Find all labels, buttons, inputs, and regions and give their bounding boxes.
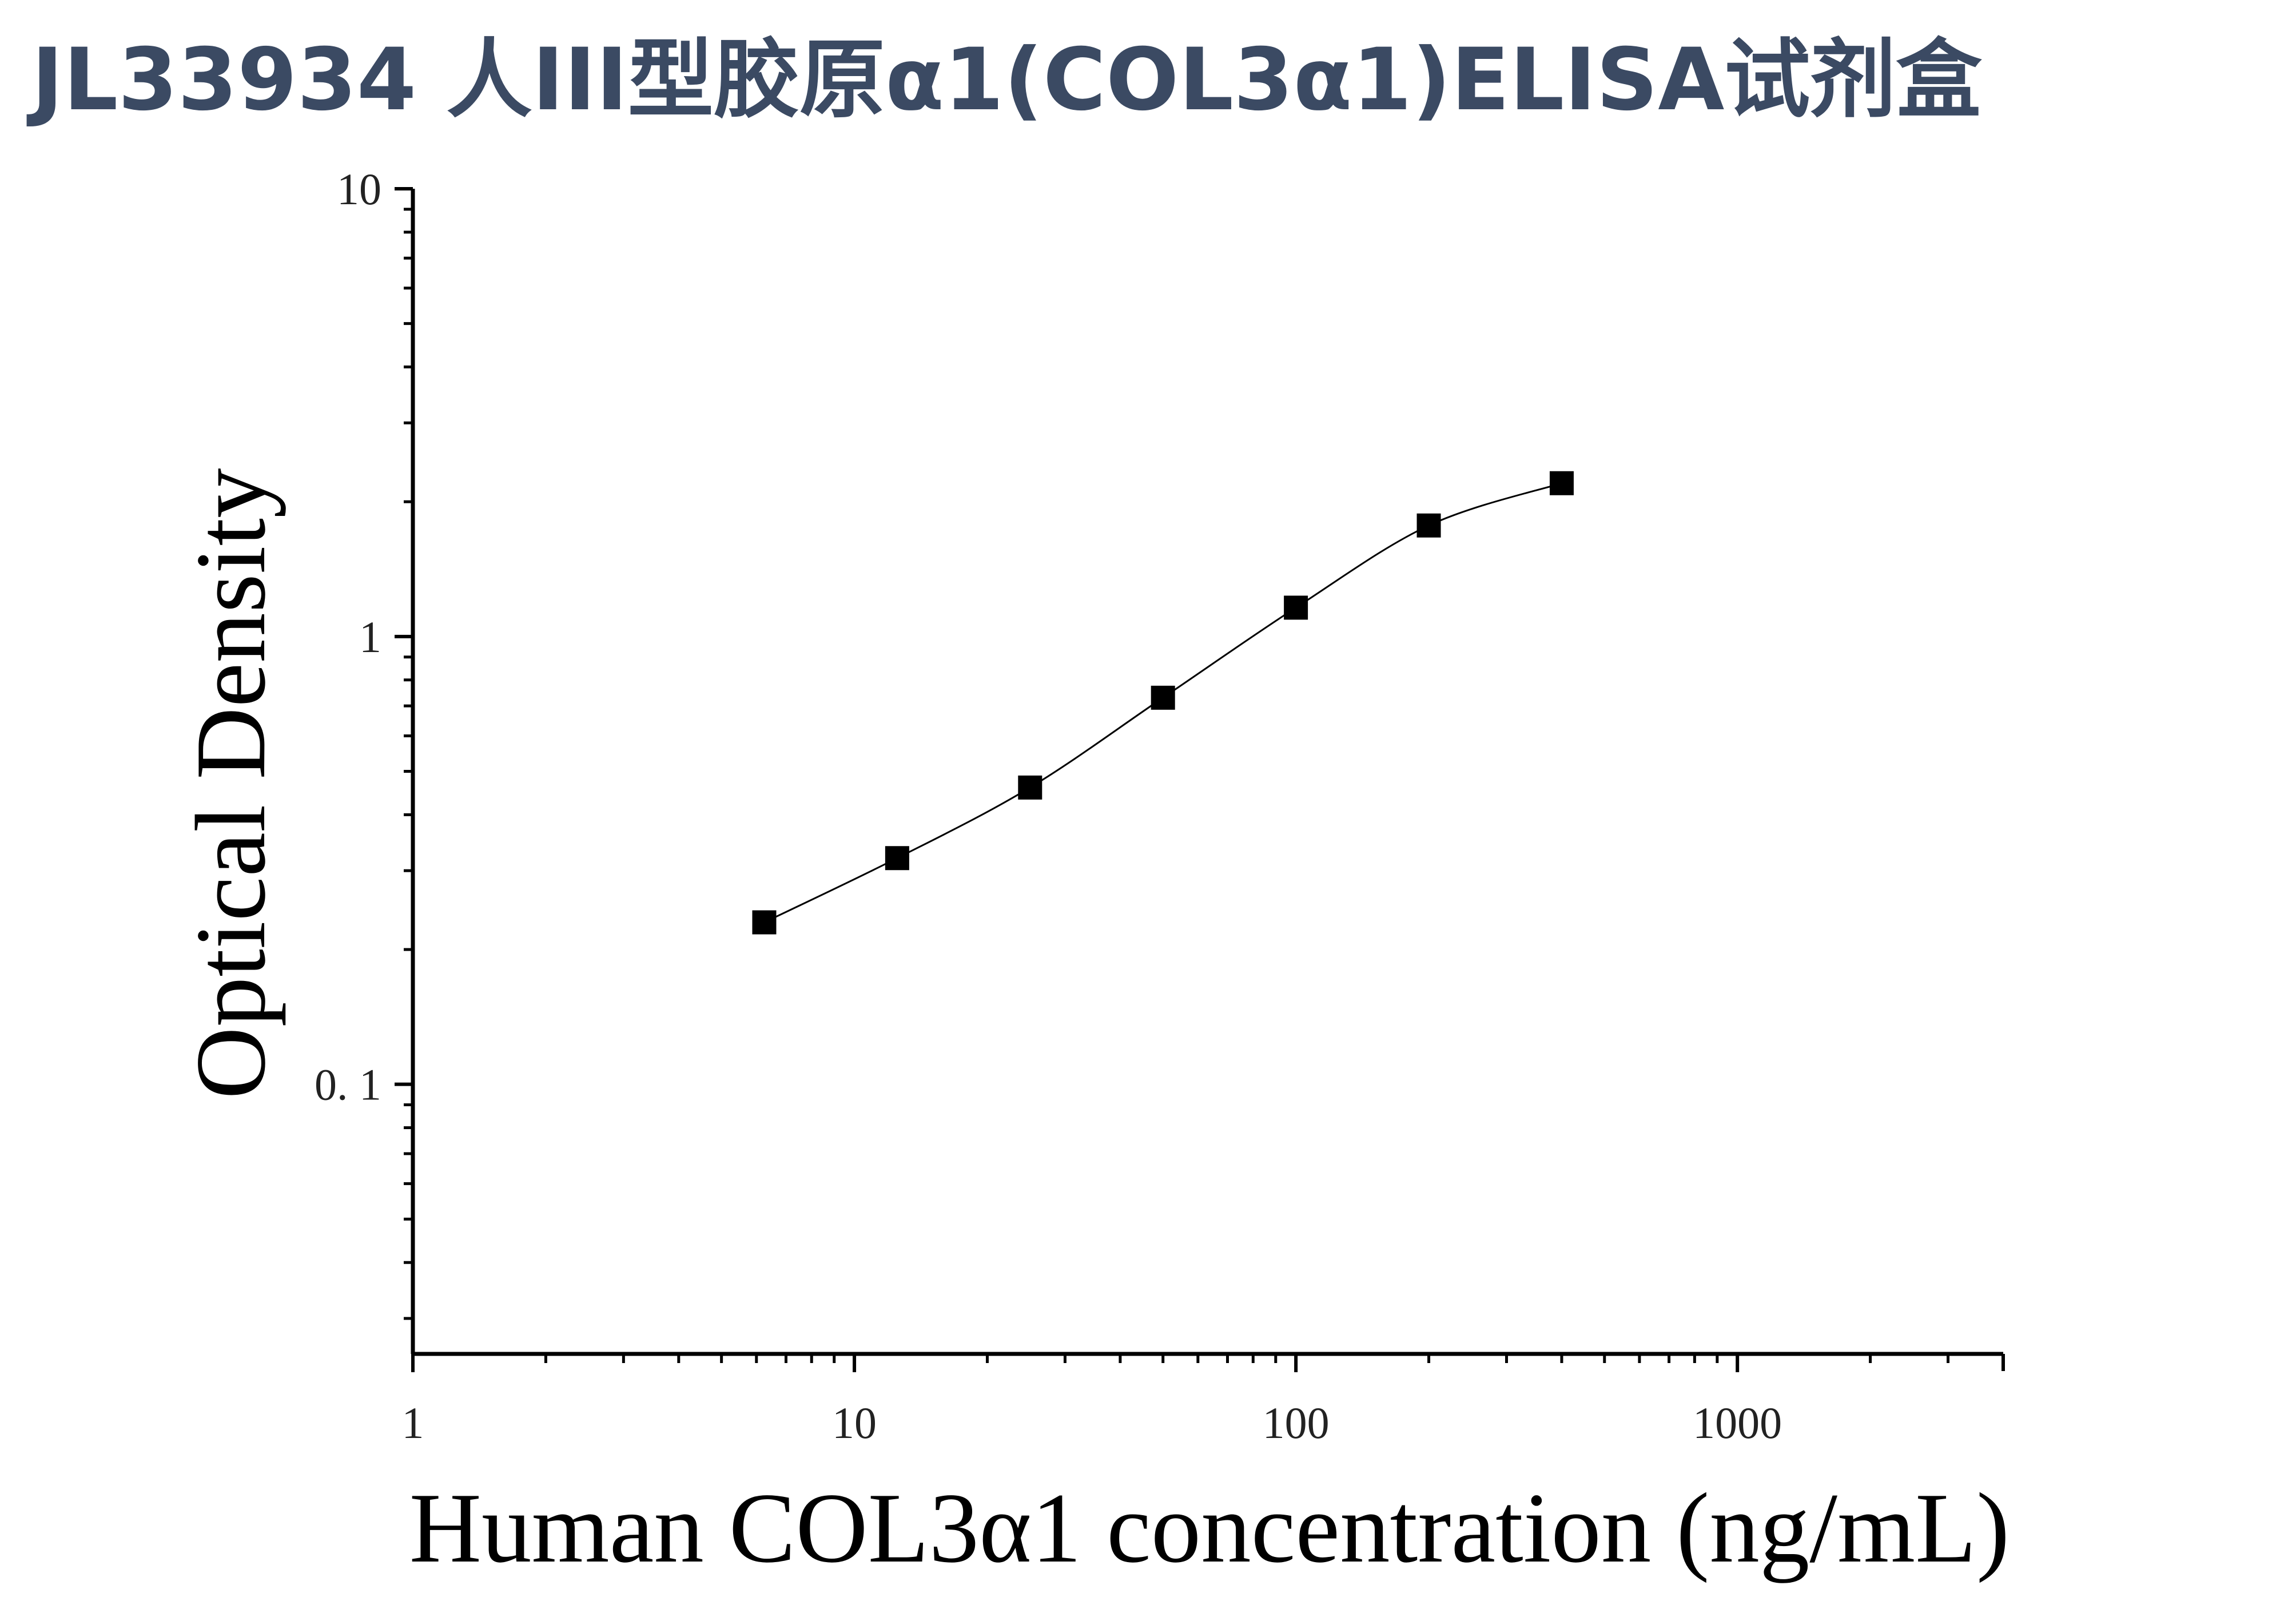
minor-ticks xyxy=(404,208,2005,1371)
data-point xyxy=(1151,685,1175,710)
data-points xyxy=(752,471,1574,935)
tick-labels: 1 10 100 1000 0. 1 1 10 xyxy=(315,164,1782,1448)
data-point xyxy=(1416,513,1441,538)
data-point xyxy=(1018,775,1042,800)
data-point xyxy=(1284,595,1308,620)
x-tick-label: 1000 xyxy=(1693,1398,1782,1448)
x-tick-label: 1 xyxy=(402,1398,424,1448)
x-tick-label: 10 xyxy=(832,1398,877,1448)
x-tick-label: 100 xyxy=(1263,1398,1330,1448)
data-point xyxy=(885,846,909,871)
data-point xyxy=(1549,471,1574,495)
y-tick-label: 0. 1 xyxy=(315,1060,381,1110)
x-axis-title: Human COL3α1 concentration (ng/mL) xyxy=(409,1472,2010,1583)
y-tick-label: 10 xyxy=(337,164,381,214)
axes xyxy=(395,187,2003,1372)
y-tick-label: 1 xyxy=(359,612,381,662)
data-point xyxy=(752,910,777,935)
y-axis-title: Optical Density xyxy=(175,468,286,1099)
page-title: JL33934 人III型胶原α1(COL3α1)ELISA试剂盒 xyxy=(31,30,1982,130)
